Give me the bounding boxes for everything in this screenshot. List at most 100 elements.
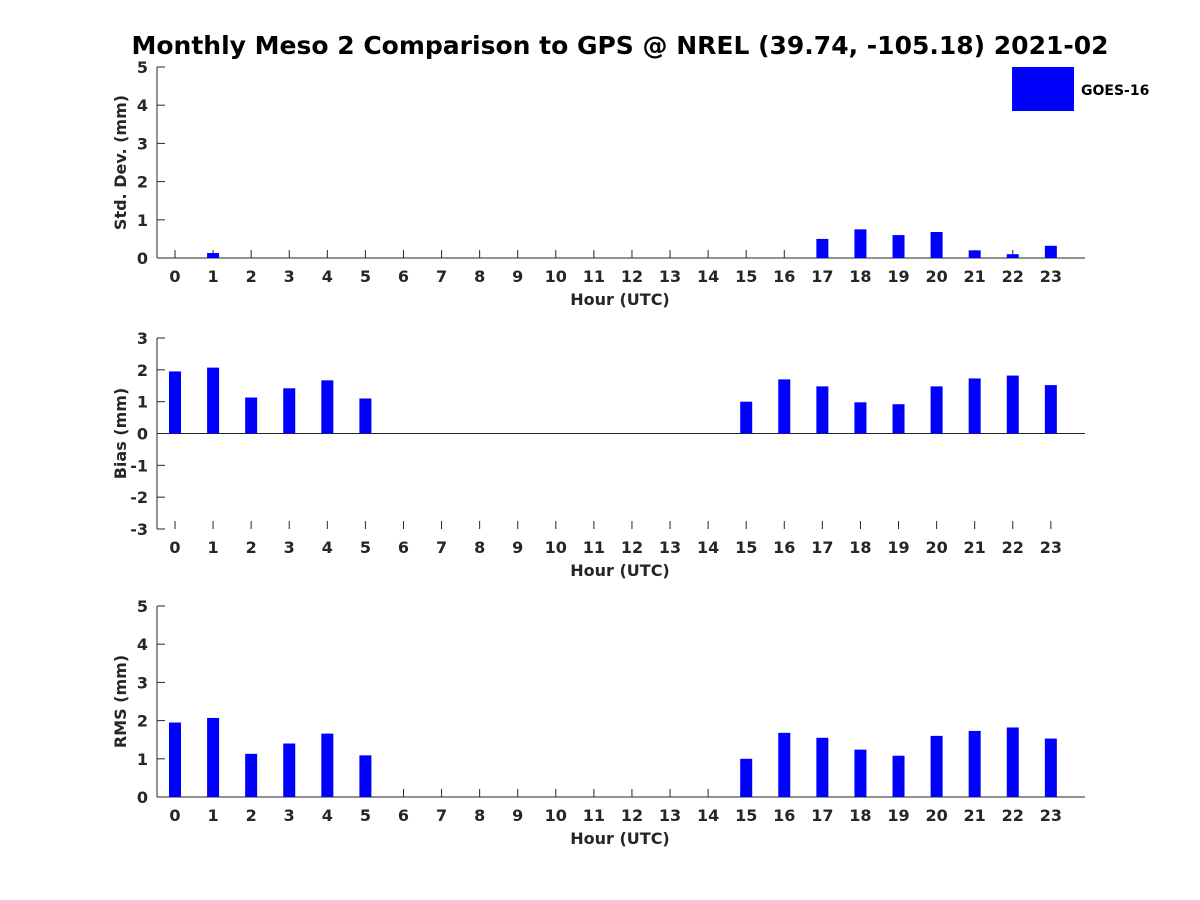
x-tick-label: 20 [925,806,947,825]
x-tick-label: 10 [545,538,567,557]
y-tick-label: 4 [137,635,148,654]
x-tick-label: 13 [659,267,681,286]
y-tick-label: 3 [137,134,148,153]
x-tick-label: 17 [811,267,833,286]
x-tick-label: 17 [811,538,833,557]
bar-hour-16 [778,379,791,434]
y-tick-label: 5 [137,58,148,77]
x-tick-label: 17 [811,806,833,825]
x-tick-label: 14 [697,538,719,557]
x-tick-label: 15 [735,267,757,286]
x-tick-label: 5 [360,806,371,825]
y-tick-label: 2 [137,361,148,380]
bar-hour-17 [816,737,829,797]
y-tick-label: 4 [137,96,148,115]
y-tick-label: 0 [137,249,148,268]
x-tick-label: 3 [284,267,295,286]
bar-hour-18 [854,749,867,797]
y-tick-label: 3 [137,329,148,348]
x-tick-label: 21 [964,538,986,557]
x-tick-label: 4 [322,806,333,825]
x-tick-label: 21 [964,267,986,286]
bar-hour-23 [1044,738,1057,797]
x-tick-label: 23 [1040,538,1062,557]
x-tick-label: 6 [398,806,409,825]
x-tick-label: 8 [474,267,485,286]
x-tick-label: 9 [512,538,523,557]
x-tick-label: 5 [360,538,371,557]
x-axis-label: Hour (UTC) [570,561,670,580]
y-tick-label: 1 [137,750,148,769]
x-tick-label: 10 [545,806,567,825]
y-tick-label: -1 [130,456,148,475]
x-tick-label: 14 [697,806,719,825]
bar-hour-3 [283,743,296,797]
bar-hour-19 [892,235,905,258]
x-tick-label: 15 [735,806,757,825]
bar-hour-19 [892,755,905,797]
x-tick-label: 4 [322,538,333,557]
y-tick-label: 1 [137,393,148,412]
y-tick-label: 5 [137,597,148,616]
x-tick-label: 19 [887,538,909,557]
x-tick-label: 12 [621,267,643,286]
x-tick-label: 22 [1002,267,1024,286]
x-tick-label: 14 [697,267,719,286]
bar-hour-17 [816,238,829,258]
bar-hour-5 [359,755,372,797]
x-tick-label: 16 [773,806,795,825]
x-tick-label: 6 [398,538,409,557]
x-tick-label: 2 [246,267,257,286]
bar-hour-20 [930,386,943,434]
x-tick-label: 8 [474,806,485,825]
bar-hour-1 [207,253,220,258]
bar-hour-22 [1006,727,1019,797]
bar-hour-19 [892,404,905,434]
x-tick-label: 3 [284,806,295,825]
x-tick-label: 3 [284,538,295,557]
bar-hour-0 [169,722,181,797]
x-tick-label: 10 [545,267,567,286]
bar-hour-0 [169,371,181,434]
legend-label-goes-16: GOES-16 [1081,83,1149,99]
bar-hour-20 [930,232,943,258]
x-tick-label: 15 [735,538,757,557]
y-tick-label: 0 [137,425,148,444]
x-tick-label: 11 [583,806,605,825]
y-axis-label: RMS (mm) [111,655,130,748]
y-tick-label: 0 [137,788,148,807]
x-tick-label: 1 [208,267,219,286]
bar-hour-21 [968,730,981,797]
x-tick-label: 0 [169,267,180,286]
bar-hour-15 [740,758,753,797]
x-tick-label: 0 [169,806,180,825]
x-tick-label: 23 [1040,806,1062,825]
x-tick-label: 22 [1002,806,1024,825]
x-tick-label: 13 [659,538,681,557]
y-axis-label: Bias (mm) [111,388,130,480]
chart-title: Monthly Meso 2 Comparison to GPS @ NREL … [131,31,1108,60]
x-tick-label: 13 [659,806,681,825]
y-axis-label: Std. Dev. (mm) [111,95,130,230]
bar-hour-18 [854,402,867,434]
x-tick-label: 11 [583,538,605,557]
x-tick-label: 22 [1002,538,1024,557]
x-tick-label: 19 [887,267,909,286]
x-tick-label: 9 [512,806,523,825]
x-tick-label: 8 [474,538,485,557]
x-tick-label: 16 [773,538,795,557]
bar-hour-16 [778,732,791,797]
bar-hour-5 [359,398,372,434]
bar-hour-17 [816,386,829,434]
x-tick-label: 21 [964,806,986,825]
y-tick-label: 2 [137,712,148,731]
x-tick-label: 12 [621,538,643,557]
x-tick-label: 23 [1040,267,1062,286]
x-axis-label: Hour (UTC) [570,290,670,309]
x-tick-label: 7 [436,806,447,825]
legend-swatch-goes-16 [1012,67,1074,111]
x-tick-label: 2 [246,538,257,557]
